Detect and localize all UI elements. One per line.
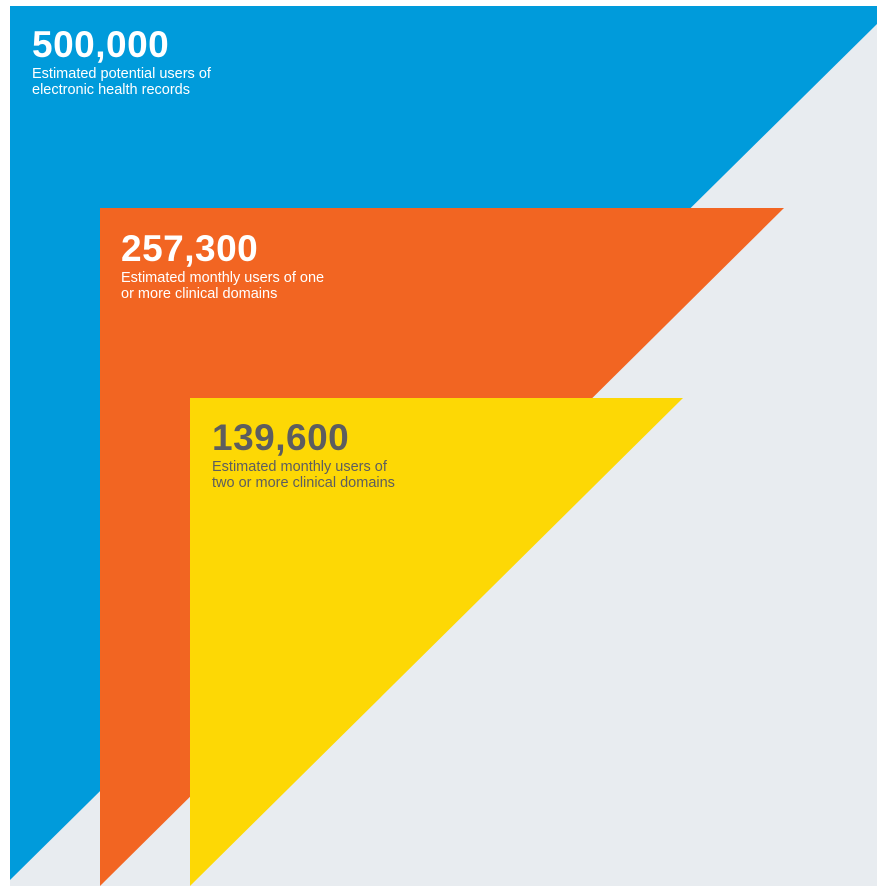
total-users-description-line-1: Estimated potential users of	[32, 66, 211, 82]
one-or-more-description-line-2: or more clinical domains	[121, 286, 278, 302]
total-users-value: 500,000	[32, 24, 170, 65]
two-or-more-value: 139,600	[212, 417, 350, 458]
one-or-more-value: 257,300	[121, 228, 259, 269]
two-or-more-description: Estimated monthly users of two or more c…	[212, 459, 395, 491]
one-or-more-description: Estimated monthly users of one or more c…	[121, 270, 324, 302]
label-one-or-more-domains: 257,300 Estimated monthly users of one o…	[121, 228, 324, 303]
two-or-more-description-line-2: two or more clinical domains	[212, 475, 395, 491]
label-total-users: 500,000 Estimated potential users of ele…	[32, 24, 211, 99]
triangle-two-or-more-domains	[190, 398, 683, 886]
total-users-description: Estimated potential users of electronic …	[32, 66, 211, 98]
two-or-more-description-line-1: Estimated monthly users of	[212, 459, 387, 475]
total-users-description-line-2: electronic health records	[32, 82, 190, 98]
label-two-or-more-domains: 139,600 Estimated monthly users of two o…	[212, 417, 395, 492]
one-or-more-description-line-1: Estimated monthly users of one	[121, 270, 325, 286]
